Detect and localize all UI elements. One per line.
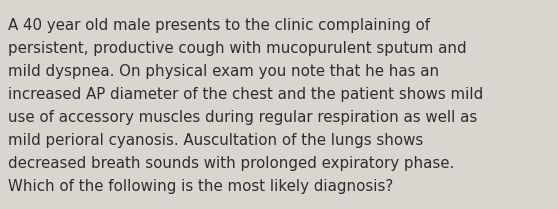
Text: Which of the following is the most likely diagnosis?: Which of the following is the most likel…	[8, 179, 393, 194]
Text: A 40 year old male presents to the clinic complaining of: A 40 year old male presents to the clini…	[8, 18, 430, 33]
Text: mild dyspnea. On physical exam you note that he has an: mild dyspnea. On physical exam you note …	[8, 64, 439, 79]
Text: mild perioral cyanosis. Auscultation of the lungs shows: mild perioral cyanosis. Auscultation of …	[8, 133, 424, 148]
Text: use of accessory muscles during regular respiration as well as: use of accessory muscles during regular …	[8, 110, 477, 125]
Text: increased AP diameter of the chest and the patient shows mild: increased AP diameter of the chest and t…	[8, 87, 483, 102]
Text: decreased breath sounds with prolonged expiratory phase.: decreased breath sounds with prolonged e…	[8, 156, 454, 171]
Text: persistent, productive cough with mucopurulent sputum and: persistent, productive cough with mucopu…	[8, 41, 466, 56]
